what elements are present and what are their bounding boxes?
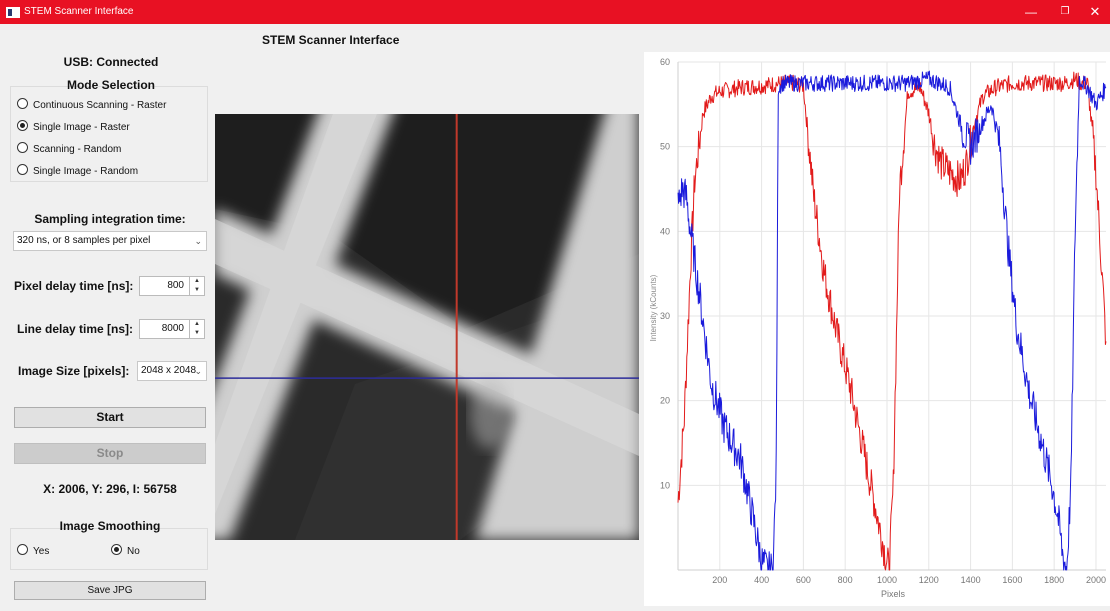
window-titlebar: STEM Scanner Interface — ❐ ✕ <box>0 0 1110 24</box>
chevron-down-icon: ⌄ <box>194 366 202 376</box>
radio-indicator-selected <box>111 544 122 555</box>
mode-selection-group <box>10 86 208 182</box>
spin-arrows-icon[interactable]: ▲ ▼ <box>189 320 204 338</box>
x-tick-label: 200 <box>712 575 727 585</box>
x-tick-label: 400 <box>754 575 769 585</box>
cursor-readout: X: 2006, Y: 296, I: 56758 <box>43 482 177 496</box>
x-tick-label: 1400 <box>961 575 981 585</box>
y-axis-label: Intensity (kCounts) <box>649 274 658 341</box>
x-tick-label: 800 <box>838 575 853 585</box>
y-tick-label: 40 <box>660 226 670 236</box>
restore-button[interactable]: ❐ <box>1060 6 1070 17</box>
x-tick-label: 2000 <box>1086 575 1106 585</box>
pixel-delay-spinbox[interactable]: 800 ▲ ▼ <box>139 276 205 296</box>
x-tick-label: 600 <box>796 575 811 585</box>
y-tick-label: 20 <box>660 396 670 406</box>
series-line-0 <box>677 71 1107 571</box>
sampling-dropdown[interactable]: 320 ns, or 8 samples per pixel ⌄ <box>13 231 207 251</box>
y-tick-label: 10 <box>660 480 670 490</box>
image-size-label: Image Size [pixels]: <box>18 364 130 378</box>
image-size-dropdown[interactable]: 2048 x 2048 ⌄ <box>137 361 207 381</box>
image-size-value: 2048 x 2048 <box>141 365 197 376</box>
mode-selection-title: Mode Selection <box>66 78 155 92</box>
series-line-1 <box>677 70 1107 571</box>
x-tick-label: 1000 <box>877 575 897 585</box>
spin-arrows-icon[interactable]: ▲ ▼ <box>189 277 204 295</box>
line-delay-spinbox[interactable]: 8000 ▲ ▼ <box>139 319 205 339</box>
start-button[interactable]: Start <box>14 407 206 428</box>
stem-image-view[interactable] <box>215 114 639 540</box>
intensity-profile-plot[interactable]: 200 400 600 800 1000 1200 1400 1600 1800 2000 10 20… <box>644 52 1110 606</box>
stem-image <box>215 114 639 540</box>
y-tick-label: 30 <box>660 311 670 321</box>
x-tick-label: 1200 <box>919 575 939 585</box>
line-delay-label: Line delay time [ns]: <box>17 322 134 336</box>
smoothing-no-option[interactable]: No <box>111 544 140 560</box>
page-title: STEM Scanner Interface <box>262 33 400 47</box>
x-axis-label: Pixels <box>881 589 906 599</box>
radio-indicator-selected <box>17 120 28 131</box>
sampling-value: 320 ns, or 8 samples per pixel <box>17 235 151 246</box>
radio-indicator <box>17 164 28 175</box>
window-title: STEM Scanner Interface <box>24 6 134 17</box>
smoothing-title: Image Smoothing <box>59 519 161 533</box>
pixel-delay-label: Pixel delay time [ns]: <box>14 279 134 293</box>
radio-indicator <box>17 142 28 153</box>
mode-option-continuous-raster[interactable]: Continuous Scanning - Raster <box>17 98 166 114</box>
intensity-chart: 200 400 600 800 1000 1200 1400 1600 1800 2000 10 20… <box>649 57 1107 599</box>
smoothing-group <box>10 528 208 570</box>
pixel-delay-value: 800 <box>167 280 184 291</box>
sampling-label: Sampling integration time: <box>34 212 186 226</box>
minimize-button[interactable]: — <box>1025 5 1037 19</box>
x-tick-label: 1600 <box>1002 575 1022 585</box>
close-button[interactable]: ✕ <box>1089 4 1101 19</box>
line-delay-value: 8000 <box>161 323 184 334</box>
radio-indicator <box>17 98 28 109</box>
mode-option-scanning-random[interactable]: Scanning - Random <box>17 142 121 158</box>
usb-status: USB: Connected <box>63 55 159 69</box>
y-tick-label: 60 <box>660 57 670 67</box>
stop-button[interactable]: Stop <box>14 443 206 464</box>
mode-option-single-raster[interactable]: Single Image - Raster <box>17 120 130 136</box>
smoothing-yes-option[interactable]: Yes <box>17 544 49 560</box>
chevron-down-icon: ⌄ <box>194 236 202 246</box>
x-tick-label: 1800 <box>1044 575 1064 585</box>
save-jpg-button[interactable]: Save JPG <box>14 581 206 600</box>
y-tick-label: 50 <box>660 142 670 152</box>
mode-option-single-random[interactable]: Single Image - Random <box>17 164 138 180</box>
app-icon <box>6 7 20 18</box>
radio-indicator <box>17 544 28 555</box>
